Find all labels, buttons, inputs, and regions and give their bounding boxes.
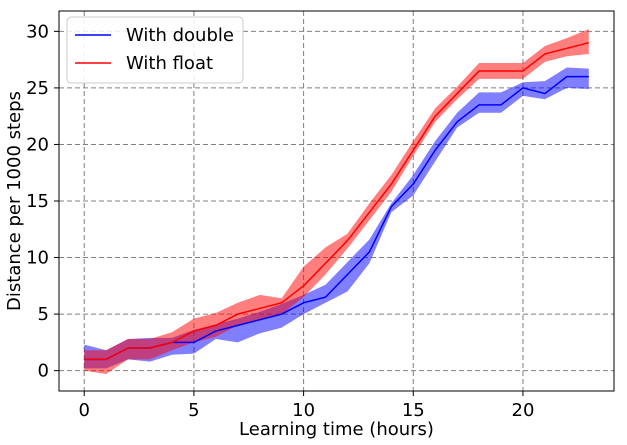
series-lines (84, 41, 589, 361)
x-tick-label: 20 (512, 400, 535, 421)
x-axis-ticks: 0 5 10 15 20 (79, 391, 535, 421)
legend-label: With float (126, 53, 213, 74)
y-tick-label: 25 (26, 78, 49, 99)
band-with-float (84, 29, 589, 375)
x-tick-label: 0 (79, 400, 90, 421)
x-tick-label: 15 (402, 400, 425, 421)
y-tick-label: 0 (38, 361, 49, 382)
y-tick-label: 15 (26, 191, 49, 212)
legend-label: With double (126, 25, 234, 46)
y-tick-label: 30 (26, 21, 49, 42)
x-tick-label: 5 (188, 400, 199, 421)
x-tick-label: 10 (292, 400, 315, 421)
y-tick-label: 10 (26, 248, 49, 269)
confidence-bands (84, 29, 589, 375)
y-axis-ticks: 0 5 10 15 20 25 30 (26, 21, 59, 382)
legend-box (66, 16, 244, 84)
line-with-double (84, 75, 589, 361)
legend: With double With float (66, 16, 244, 84)
y-tick-label: 5 (38, 304, 49, 325)
x-axis-label: Learning time (hours) (239, 419, 434, 440)
y-axis-label: Distance per 1000 steps (4, 91, 25, 311)
band-with-double (84, 67, 589, 369)
line-with-float (84, 41, 589, 361)
y-tick-label: 20 (26, 134, 49, 155)
